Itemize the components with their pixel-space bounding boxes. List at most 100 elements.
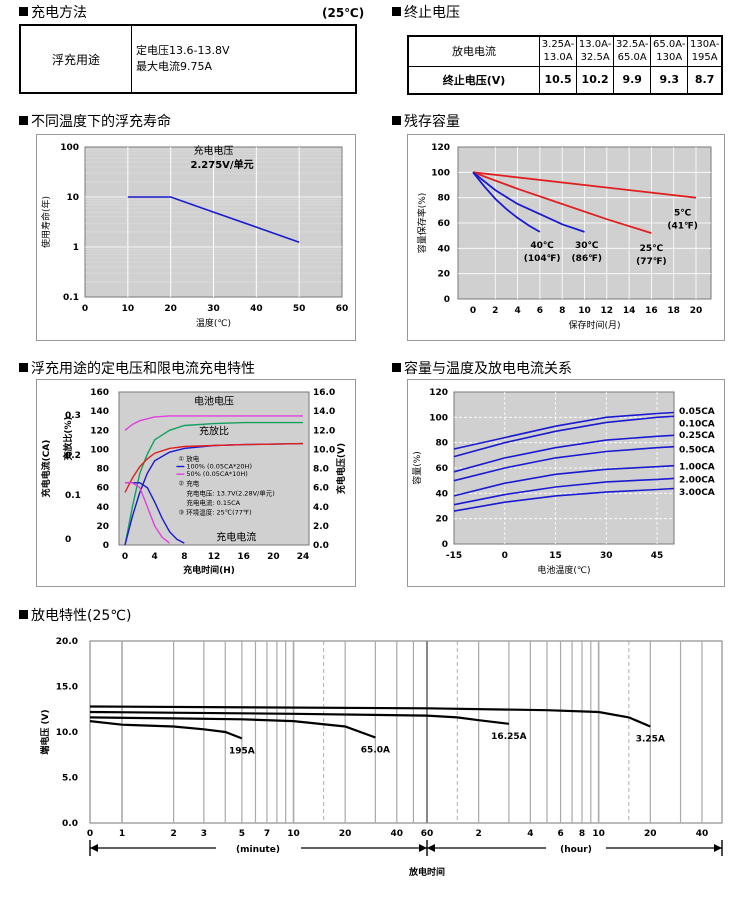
y-tick-label-ca: 0.3 — [65, 411, 81, 421]
float-life-chart-panel: 0 10 20 30 40 50 60 100 10 1 0.1 温度(℃) 使用寿命(年) 充电电压 2.… — [36, 134, 356, 341]
arrow-head — [427, 844, 435, 852]
cutoff-voltage-value: 9.3 — [650, 65, 689, 95]
discharge-curve — [89, 705, 651, 728]
charge-characteristics-chart-panel: 0 4 8 12 16 20 24 160 140 120 100 80 60 40 20 0 16.0 14.0… — [36, 379, 356, 587]
x-axis-label: 保存时间(月) — [568, 319, 620, 331]
retention-curve — [472, 171, 697, 199]
discharge-chart: 20.0 15.0 10.0 5.0 0.0 端电压 (V) 0 1 2 3 5 7 10 20 40 60 2… — [39, 637, 723, 878]
legend-text: 50% (0.05CA*10H) — [186, 470, 247, 478]
cutoff-voltage-value: 10.5 — [538, 65, 578, 95]
legend-text: ③ 环境温度: 25℃(77℉) — [178, 507, 251, 516]
x-axis-label: 放电时间 — [408, 866, 445, 878]
section-title-capacity-retention: 残存容量 — [392, 114, 460, 130]
capacity-curve — [453, 487, 675, 512]
cutoff-voltage-value: 8.7 — [687, 65, 723, 95]
x-tick-label-hour: 40 — [696, 829, 709, 839]
series-label: 0.10CA — [679, 420, 715, 430]
y-axis-label: 容量(%) — [411, 451, 423, 485]
capacity-temp-chart-panel: -15 0 15 30 45 120 100 80 60 40 20 0 电池温度(℃) 容量(%) 0.0… — [407, 379, 725, 587]
y-tick-label-volt: 16.0 — [313, 388, 335, 398]
ratio-curve-label: 充放比 — [199, 424, 229, 437]
y-tick-label-ca: 0.1 — [65, 491, 81, 501]
retention-curve — [472, 171, 652, 234]
series-label: 40℃ — [530, 241, 554, 251]
y-axis-label: 容量保存率(%) — [416, 193, 428, 254]
capacity-curve — [453, 445, 675, 482]
x-tick-label: -15 — [446, 551, 462, 561]
x-tick-label-hour: 2 — [476, 829, 482, 839]
arrow-head — [90, 844, 98, 852]
current-range-cell: 130A- 195A — [687, 35, 723, 67]
series-label: (77℉) — [636, 257, 667, 267]
charging-method-table: 浮充用途 定电压13.6-13.8V 最大电流9.75A — [19, 24, 357, 94]
y-tick-label-pct: 80 — [96, 465, 109, 475]
discharge-curve — [89, 710, 510, 725]
legend-text: 充电电流: 0.15CA — [186, 498, 240, 507]
y-tick-label: 40 — [437, 244, 450, 254]
x-tick-label-minute: 60 — [421, 829, 434, 839]
charge-curve — [124, 415, 303, 431]
x-tick-label: 2 — [492, 306, 498, 316]
retention-curve — [472, 171, 541, 233]
y-tick-label: 0.0 — [62, 819, 78, 829]
x-tick-label-hour: 6 — [557, 829, 563, 839]
y-tick-label: 0 — [444, 295, 450, 305]
y-tick-label: 15.0 — [56, 683, 78, 693]
x-axis-label: 充电时间(H) — [183, 564, 235, 576]
series-label: 0.25CA — [679, 431, 715, 441]
capacity-retention-chart: 0 2 4 6 8 10 12 14 16 18 20 120 100 80 60 40 20 0 保存时间(月) 容… — [416, 143, 712, 331]
cutoff-voltage-value: 9.9 — [613, 65, 652, 95]
capacity-curve — [453, 434, 675, 473]
x-tick-label: 10 — [578, 306, 591, 316]
y-tick-label-pct: 120 — [90, 426, 109, 436]
charge-curve — [124, 421, 303, 546]
charge-curve — [124, 442, 304, 493]
x-tick-label-minute: 5 — [239, 829, 245, 839]
y-tick-label: 20.0 — [56, 637, 78, 647]
capacity-temp-chart: -15 0 15 30 45120100806040200电池温度(℃)容量(%)0.0… — [411, 388, 715, 576]
arrow-head — [419, 844, 427, 852]
x-tick-label: 8 — [559, 306, 565, 316]
legend-text: 充电电压: 13.7V(2.28V/单元) — [186, 488, 274, 497]
legend-text: ① 放电 — [178, 454, 199, 463]
x-tick-label-hour: 4 — [527, 829, 533, 839]
x-tick-label: 16 — [237, 552, 250, 562]
y-tick-label: 20 — [435, 515, 448, 525]
y-tick-label-volt: 10.0 — [313, 445, 335, 455]
x-tick-label-minute: 20 — [339, 829, 352, 839]
charge-curve — [125, 482, 170, 544]
x-tick-label: 16 — [645, 306, 658, 316]
y-tick-label: 80 — [435, 439, 448, 449]
y-axis-label-pct: 充放比(%) — [62, 416, 74, 460]
capacity-retention-chart-panel: 0 2 4 6 8 10 12 14 16 18 20 120 100 80 60 40 20 0 保存时间(月) 容… — [407, 134, 725, 341]
cutoff-voltage-label: 终止电压(V) — [407, 65, 540, 95]
series-label: 25℃ — [640, 244, 664, 254]
series-label: 5℃ — [674, 209, 691, 219]
section-title-cutoff-voltage: 终止电压 — [392, 5, 460, 21]
hour-unit-label: (hour) — [560, 845, 592, 855]
x-tick-label-minute: 3 — [201, 829, 207, 839]
plot-area — [89, 640, 723, 824]
x-tick-label: 12 — [208, 552, 221, 562]
x-tick-label: 0 — [502, 551, 508, 561]
y-tick-label-volt: 0.0 — [313, 541, 329, 551]
y-tick-label: 120 — [429, 388, 448, 398]
y-tick-label-pct: 100 — [90, 445, 109, 455]
x-tick-label-minute: 0 — [87, 829, 93, 839]
x-tick-label: 30 — [600, 551, 613, 561]
annotation-text: 2.275V/单元 — [191, 158, 254, 171]
y-tick-label: 10.0 — [56, 728, 78, 738]
charge-spec-cell: 定电压13.6-13.8V 最大电流9.75A — [131, 24, 357, 94]
x-tick-label: 50 — [293, 304, 306, 314]
x-tick-label: 14 — [623, 306, 636, 316]
series-label: 16.25A — [491, 732, 526, 742]
legend-text: 100% (0.05CA*20H) — [186, 463, 252, 471]
y-tick-label-ca: 0.2 — [65, 451, 81, 461]
x-tick-label-minute: 40 — [391, 829, 404, 839]
cutoff-voltage-value: 10.2 — [576, 65, 615, 95]
charge-usage-label: 浮充用途 — [19, 24, 132, 94]
x-tick-label: 0 — [82, 304, 88, 314]
voltage-curve-label: 电池电压 — [194, 395, 234, 408]
discharge-curve — [89, 716, 376, 739]
y-tick-label: 0.1 — [63, 293, 79, 303]
